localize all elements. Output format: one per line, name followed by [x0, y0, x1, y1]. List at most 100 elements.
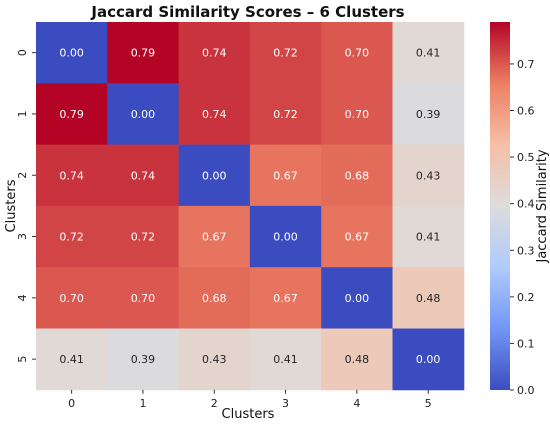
cell-value-label-0-4: 0.70: [345, 47, 370, 60]
heatmap-cell-5-3: [249, 328, 322, 391]
heatmap-cell-2-3: [249, 144, 322, 207]
colorbar: [490, 22, 510, 390]
cell-value-label-4-5: 0.48: [416, 292, 441, 305]
heatmap-cell-3-3: [249, 205, 322, 268]
x-tick-label: 2: [211, 397, 218, 410]
cell-value-label-3-5: 0.41: [416, 231, 441, 244]
x-tick-label: 0: [68, 397, 75, 410]
heatmap-cell-5-1: [107, 328, 180, 391]
y-tick-label: 4: [16, 294, 29, 301]
cell-value-label-2-0: 0.74: [59, 169, 84, 182]
colorbar-label: Jaccard Similarity: [535, 149, 550, 263]
x-tick-label: 3: [282, 397, 289, 410]
cell-value-label-1-5: 0.39: [416, 108, 441, 121]
x-axis-label: Clusters: [222, 407, 275, 422]
heatmap-cell-4-5: [392, 267, 465, 329]
colorbar-ticks: 0.0 0.1 0.2 0.3 0.4 0.5 0.6 0.7: [510, 58, 535, 397]
x-tick-label: 4: [353, 397, 360, 410]
heatmap-cell-2-2: [178, 144, 251, 207]
cell-value-label-5-4: 0.48: [345, 353, 370, 366]
colorbar-tick-label: 0.0: [517, 384, 535, 397]
cell-value-label-4-4: 0.00: [345, 292, 370, 305]
colorbar-tick-label: 0.1: [517, 337, 535, 350]
heatmap-cell-5-5: [392, 328, 465, 391]
y-axis-label: Clusters: [4, 179, 19, 232]
heatmap-cell-5-0: [36, 328, 108, 391]
heatmap-cells: 0.00 0.79 0.74 0.72 0.70 0.41 0.79 0.00 0.74 0.72…: [36, 22, 465, 391]
heatmap-cell-1-0: [36, 83, 108, 146]
heatmap-cell-3-4: [321, 205, 393, 268]
cell-value-label-0-2: 0.74: [202, 47, 227, 60]
heatmap-cell-1-3: [249, 83, 322, 146]
cell-value-label-2-2: 0.00: [202, 169, 227, 182]
cell-value-label-3-3: 0.00: [273, 231, 298, 244]
y-tick-labels: 0 1 2 3 4 5: [16, 49, 36, 363]
heatmap-cell-0-2: [178, 22, 251, 84]
x-tick-label: 5: [425, 397, 432, 410]
heatmap-cell-4-3: [249, 267, 322, 329]
cell-value-label-4-0: 0.70: [59, 292, 84, 305]
heatmap-cell-3-5: [392, 205, 465, 268]
cell-value-label-5-3: 0.41: [273, 353, 298, 366]
cell-value-label-5-0: 0.41: [59, 353, 84, 366]
y-tick-label: 0: [16, 49, 29, 56]
chart-title: Jaccard Similarity Scores – 6 Clusters: [90, 3, 404, 21]
heatmap-cell-2-0: [36, 144, 108, 207]
heatmap-cell-0-0: [36, 22, 108, 84]
heatmap-cell-0-5: [392, 22, 465, 84]
heatmap-cell-4-0: [36, 267, 108, 329]
cell-value-label-1-0: 0.79: [59, 108, 84, 121]
cell-value-label-1-2: 0.74: [202, 108, 227, 121]
cell-value-label-3-2: 0.67: [202, 231, 227, 244]
heatmap-cell-1-1: [107, 83, 180, 146]
cell-value-label-4-3: 0.67: [273, 292, 298, 305]
colorbar-tick-label: 0.6: [517, 105, 535, 118]
heatmap-cell-1-4: [321, 83, 393, 146]
y-tick-label: 1: [16, 110, 29, 117]
heatmap-cell-3-1: [107, 205, 180, 268]
cell-value-label-0-5: 0.41: [416, 47, 441, 60]
cell-value-label-3-0: 0.72: [59, 231, 84, 244]
colorbar-tick-label: 0.2: [517, 291, 535, 304]
cell-value-label-2-1: 0.74: [131, 169, 156, 182]
cell-value-label-3-4: 0.67: [345, 231, 370, 244]
heatmap-cell-4-1: [107, 267, 180, 329]
cell-value-label-0-1: 0.79: [131, 47, 156, 60]
heatmap-cell-0-3: [249, 22, 322, 84]
y-tick-label: 5: [16, 356, 29, 363]
colorbar-tick-label: 0.7: [517, 58, 535, 71]
heatmap-cell-4-4: [321, 267, 393, 329]
x-tick-label: 1: [139, 397, 146, 410]
cell-value-label-2-3: 0.67: [273, 169, 298, 182]
y-tick-label: 3: [16, 233, 29, 240]
heatmap-cell-0-1: [107, 22, 180, 84]
cell-value-label-2-5: 0.43: [416, 169, 441, 182]
heatmap-cell-1-5: [392, 83, 465, 146]
heatmap-cell-4-2: [178, 267, 251, 329]
cell-value-label-5-5: 0.00: [416, 353, 441, 366]
heatmap-cell-5-4: [321, 328, 393, 391]
heatmap-cell-3-0: [36, 205, 108, 268]
colorbar-tick-label: 0.3: [517, 244, 535, 257]
cell-value-label-4-2: 0.68: [202, 292, 227, 305]
heatmap-cell-0-4: [321, 22, 393, 84]
cell-value-label-5-1: 0.39: [131, 353, 156, 366]
cell-value-label-4-1: 0.70: [131, 292, 156, 305]
heatmap-cell-1-2: [178, 83, 251, 146]
cell-value-label-0-3: 0.72: [273, 47, 298, 60]
heatmap-cell-2-4: [321, 144, 393, 207]
cell-value-label-1-1: 0.00: [131, 108, 156, 121]
cell-value-label-1-3: 0.72: [273, 108, 298, 121]
heatmap-cell-5-2: [178, 328, 251, 391]
cell-value-label-2-4: 0.68: [345, 169, 370, 182]
cell-value-label-0-0: 0.00: [59, 47, 84, 60]
heatmap-cell-2-5: [392, 144, 465, 207]
cell-value-label-3-1: 0.72: [131, 231, 156, 244]
x-tick-labels: 0 1 2 3 4 5: [68, 389, 432, 410]
y-tick-label: 2: [16, 172, 29, 179]
cell-value-label-5-2: 0.43: [202, 353, 227, 366]
cell-value-label-1-4: 0.70: [345, 108, 370, 121]
colorbar-tick-label: 0.4: [517, 198, 535, 211]
colorbar-tick-label: 0.5: [517, 151, 535, 164]
